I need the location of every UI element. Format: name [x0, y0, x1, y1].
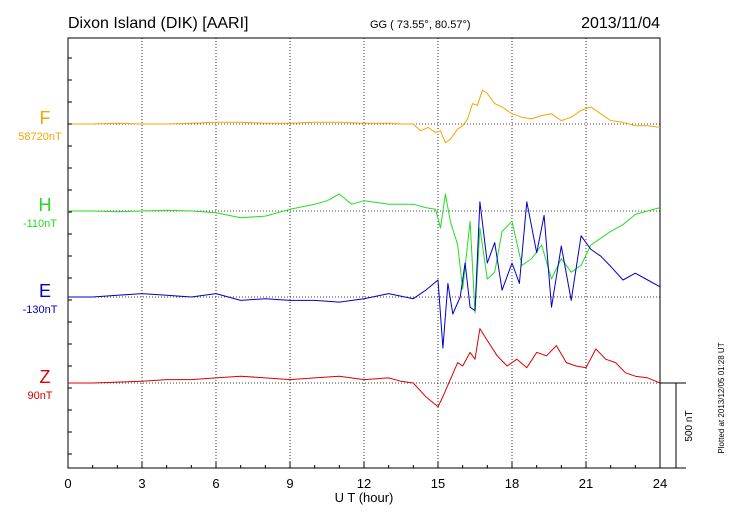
date-label: 2013/11/04	[581, 15, 660, 32]
x-tick-label: 9	[286, 476, 293, 491]
series-line-e	[68, 201, 661, 349]
series-name-e: E	[39, 281, 51, 301]
series-name-z: Z	[40, 367, 51, 387]
series-baseline-h: -110nT	[23, 218, 57, 230]
series-name-f: F	[40, 108, 51, 128]
x-tick-label: 18	[505, 476, 519, 491]
x-tick-label: 3	[138, 476, 145, 491]
series-baseline-e: -130nT	[23, 304, 58, 316]
x-tick-label: 15	[431, 476, 445, 491]
x-axis-ticks: 0 3 6 9 12 15 18 21 24	[64, 57, 667, 491]
x-tick-label: 6	[212, 476, 219, 491]
scale-bar-label: 500 nT	[684, 410, 695, 441]
x-tick-label: 21	[579, 476, 593, 491]
series-group	[68, 89, 661, 408]
series-line-f	[68, 89, 661, 144]
x-tick-label: 24	[653, 476, 667, 491]
x-tick-label: 12	[357, 476, 371, 491]
series-line-h	[68, 193, 661, 314]
station-title: Dixon Island (DIK) [AARI]	[68, 15, 249, 32]
grid	[68, 38, 660, 468]
x-tick-label: 0	[64, 476, 71, 491]
series-baseline-z: 90nT	[27, 390, 52, 402]
coordinates-label: GG ( 73.55°, 80.57°)	[370, 19, 471, 31]
series-labels: F 58720nT H -110nT E -130nT Z 90nT	[18, 108, 62, 402]
series-line-z	[68, 328, 661, 408]
plot-frame	[67, 37, 661, 469]
series-baseline-f: 58720nT	[18, 131, 62, 143]
x-axis-label: U T (hour)	[335, 490, 394, 505]
plotted-at-note: Plotted at 2013/12/05 01:28 UT	[717, 342, 726, 453]
scale-bar	[660, 382, 686, 469]
series-name-h: H	[39, 195, 52, 215]
